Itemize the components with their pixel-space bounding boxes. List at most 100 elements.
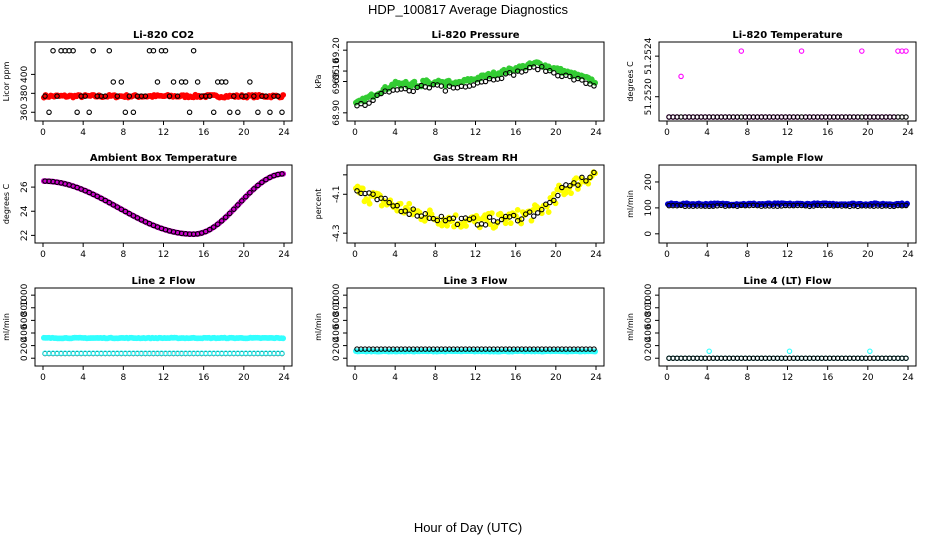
data-point <box>74 109 80 116</box>
data-point <box>106 47 113 54</box>
data-point <box>255 182 261 189</box>
x-tick-label: 12 <box>470 373 481 383</box>
data-point <box>442 88 449 94</box>
series-average <box>352 59 599 106</box>
x-tick-label: 0 <box>664 373 670 383</box>
data-point <box>559 184 565 191</box>
data-point <box>174 93 181 99</box>
series-average <box>40 334 287 342</box>
data-point <box>422 211 429 217</box>
x-tick-label: 12 <box>470 250 481 260</box>
y-tick-label: 0 <box>332 355 342 361</box>
series-magenta <box>666 48 909 120</box>
x-tick-label: 12 <box>470 128 481 138</box>
y-axis-label: kPa <box>314 74 323 88</box>
data-point <box>267 109 273 116</box>
data-point <box>90 47 96 54</box>
data-point <box>406 211 412 218</box>
y-axis-label: ml/min <box>626 313 635 341</box>
x-tick-label: 20 <box>550 373 562 383</box>
data-point <box>86 109 92 116</box>
data-point <box>231 93 237 99</box>
data-point <box>366 200 373 207</box>
x-tick-label: 12 <box>158 128 169 138</box>
panel-title: Line 3 Flow <box>444 276 508 287</box>
data-point <box>867 348 873 355</box>
data-point <box>545 209 552 215</box>
data-point <box>247 79 253 85</box>
data-point <box>526 209 533 215</box>
data-point <box>528 217 535 224</box>
y-tick-label: 600 <box>644 312 654 329</box>
data-point <box>280 92 287 98</box>
x-tick-label: 4 <box>80 373 86 383</box>
x-tick-label: 20 <box>238 250 250 260</box>
data-point <box>510 212 517 219</box>
x-tick-label: 24 <box>590 128 602 138</box>
x-tick-label: 12 <box>782 373 793 383</box>
plot-frame <box>658 287 917 367</box>
data-point <box>150 47 157 54</box>
data-point <box>547 67 553 74</box>
y-tick-label: 600 <box>20 312 30 329</box>
data-point <box>255 109 261 116</box>
y-tick-label: 400 <box>20 66 30 83</box>
data-point <box>106 199 113 206</box>
data-point <box>498 75 505 82</box>
data-point <box>218 218 225 224</box>
x-tick-label: 24 <box>902 373 914 383</box>
data-point <box>130 213 137 219</box>
data-point <box>154 79 161 85</box>
data-point <box>214 221 221 227</box>
x-tick-label: 16 <box>822 128 834 138</box>
data-point <box>182 79 189 85</box>
data-point <box>402 85 408 92</box>
data-point <box>126 93 133 99</box>
data-point <box>210 224 217 230</box>
data-point <box>439 222 445 229</box>
data-point <box>738 48 745 54</box>
data-point <box>126 210 133 217</box>
data-point <box>166 93 173 99</box>
x-tick-label: 24 <box>278 373 290 383</box>
x-tick-label: 4 <box>392 373 398 383</box>
y-tick-label: 69.10 <box>332 58 342 84</box>
x-tick-label: 16 <box>510 373 522 383</box>
data-point <box>263 176 269 183</box>
data-point <box>786 348 793 355</box>
data-point <box>130 109 137 116</box>
data-point <box>110 202 117 208</box>
data-point <box>903 202 909 209</box>
data-point <box>438 83 445 89</box>
data-point <box>798 48 805 54</box>
panel-title: Line 2 Flow <box>132 276 196 287</box>
data-point <box>406 200 413 207</box>
y-tick-label: 69.05 <box>332 69 342 95</box>
x-tick-label: 24 <box>902 250 914 260</box>
data-point <box>402 208 408 214</box>
data-point <box>551 197 557 204</box>
y-tick-label: 200 <box>20 337 30 354</box>
x-tick-label: 20 <box>862 128 874 138</box>
y-axis-label: Licor ppm <box>2 61 11 101</box>
data-point <box>247 189 253 196</box>
y-tick-label: 200 <box>332 337 342 354</box>
data-point <box>444 222 450 229</box>
data-point <box>42 93 48 99</box>
y-axis-label: degrees C <box>2 183 11 224</box>
data-point <box>239 198 245 204</box>
y-tick-label: -4.1 <box>332 185 342 203</box>
y-tick-label: 0 <box>644 231 654 237</box>
y-tick-label: 200 <box>644 173 654 190</box>
data-point <box>186 109 193 116</box>
data-point <box>102 197 109 204</box>
y-tick-label: 1000 <box>20 283 30 306</box>
x-tick-label: 8 <box>432 128 438 138</box>
data-point <box>190 47 197 54</box>
data-point <box>859 48 865 54</box>
x-tick-label: 20 <box>862 250 874 260</box>
data-point <box>482 222 489 228</box>
